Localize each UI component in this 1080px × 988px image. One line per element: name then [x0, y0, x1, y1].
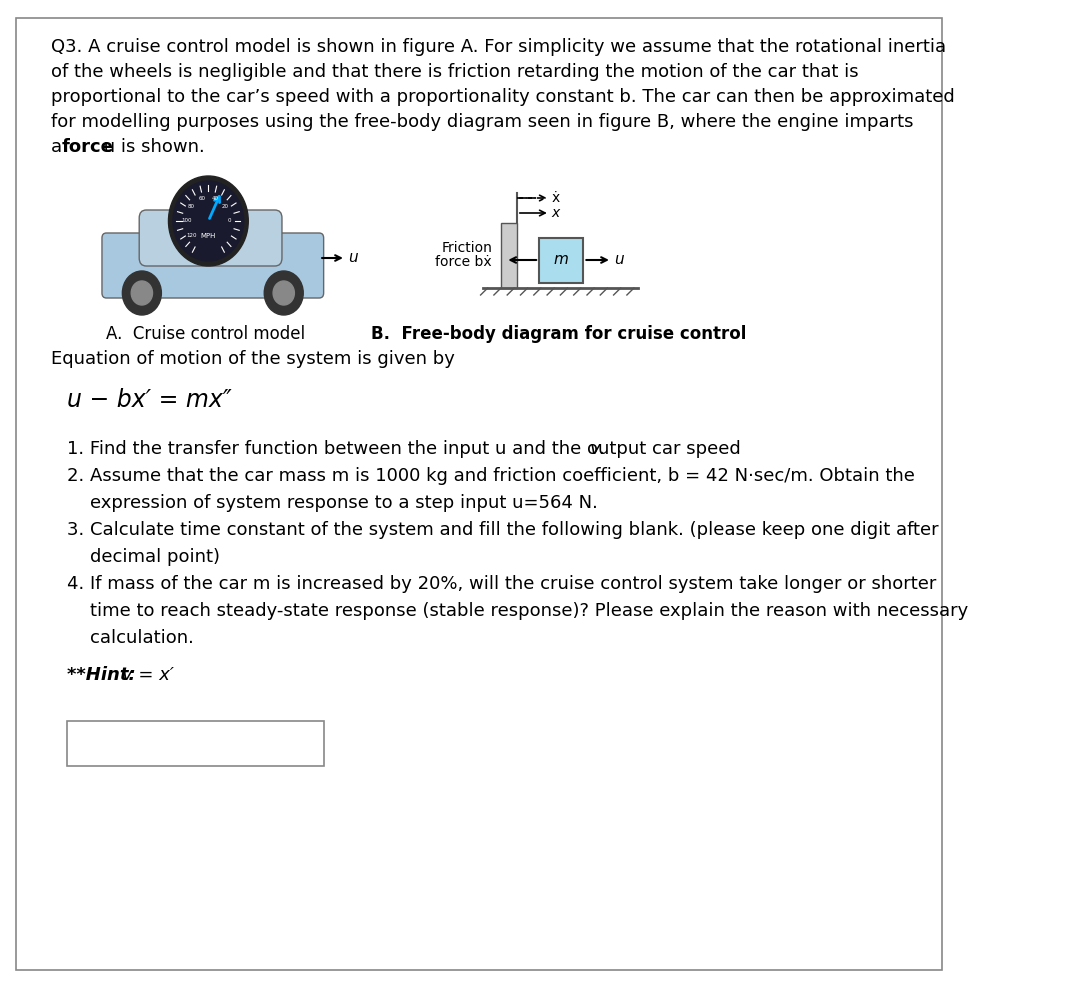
Text: .: .: [598, 440, 605, 458]
Text: u is shown.: u is shown.: [97, 138, 204, 156]
Text: A.  Cruise control model: A. Cruise control model: [106, 325, 306, 343]
Text: 40: 40: [212, 196, 218, 201]
Bar: [539, 238, 583, 283]
Text: v = x′: v = x′: [122, 666, 174, 684]
Text: ẋ: ẋ: [552, 191, 559, 205]
Text: Q3. A cruise control model is shown in figure A. For simplicity we assume that t: Q3. A cruise control model is shown in f…: [52, 38, 946, 56]
Circle shape: [173, 181, 244, 261]
Text: decimal point): decimal point): [67, 548, 219, 566]
Text: a: a: [52, 138, 68, 156]
Text: expression of system response to a step input u=564 N.: expression of system response to a step …: [67, 494, 597, 512]
Text: for modelling purposes using the free-body diagram seen in figure B, where the e: for modelling purposes using the free-bo…: [52, 113, 914, 131]
Text: m: m: [554, 253, 569, 268]
FancyBboxPatch shape: [139, 210, 282, 266]
Text: force bẋ: force bẋ: [435, 255, 492, 269]
Text: 120: 120: [186, 232, 197, 237]
Text: calculation.: calculation.: [67, 629, 193, 647]
Text: time to reach steady-state response (stable response)? Please explain the reason: time to reach steady-state response (sta…: [67, 602, 968, 620]
Text: B.  Free-body diagram for cruise control: B. Free-body diagram for cruise control: [370, 325, 746, 343]
Bar: [67, 721, 324, 766]
Text: 1. Find the transfer function between the input u and the output car speed: 1. Find the transfer function between th…: [67, 440, 746, 458]
Text: 3. Calculate time constant of the system and fill the following blank. (please k: 3. Calculate time constant of the system…: [67, 521, 939, 539]
Text: proportional to the car’s speed with a proportionality constant b. The car can t: proportional to the car’s speed with a p…: [52, 88, 955, 106]
Text: 4. If mass of the car m is increased by 20%, will the cruise control system take: 4. If mass of the car m is increased by …: [67, 575, 936, 593]
Text: u: u: [615, 253, 624, 268]
Text: **Hint:: **Hint:: [67, 666, 141, 684]
Text: 80: 80: [188, 205, 194, 209]
Circle shape: [273, 281, 295, 305]
Text: MPH: MPH: [201, 233, 216, 239]
FancyBboxPatch shape: [16, 18, 942, 970]
Text: 0: 0: [228, 218, 231, 223]
Bar: [501, 223, 517, 288]
Text: of the wheels is negligible and that there is friction retarding the motion of t: of the wheels is negligible and that the…: [52, 63, 859, 81]
FancyBboxPatch shape: [102, 233, 324, 298]
Text: Equation of motion of the system is given by: Equation of motion of the system is give…: [52, 350, 456, 368]
Text: x: x: [552, 206, 559, 220]
Text: Friction: Friction: [442, 241, 492, 255]
Circle shape: [132, 281, 152, 305]
Circle shape: [122, 271, 161, 315]
Text: 2. Assume that the car mass m is 1000 kg and friction coefficient, b = 42 N·sec/: 2. Assume that the car mass m is 1000 kg…: [67, 467, 915, 485]
Circle shape: [168, 176, 248, 266]
Text: u − bx′ = mx″: u − bx′ = mx″: [67, 388, 231, 412]
Text: 20: 20: [222, 205, 229, 209]
Text: 60: 60: [199, 196, 205, 201]
Text: 100: 100: [181, 218, 192, 223]
Text: v: v: [590, 440, 600, 458]
Text: u: u: [349, 251, 359, 266]
Text: force: force: [62, 138, 114, 156]
Circle shape: [265, 271, 303, 315]
